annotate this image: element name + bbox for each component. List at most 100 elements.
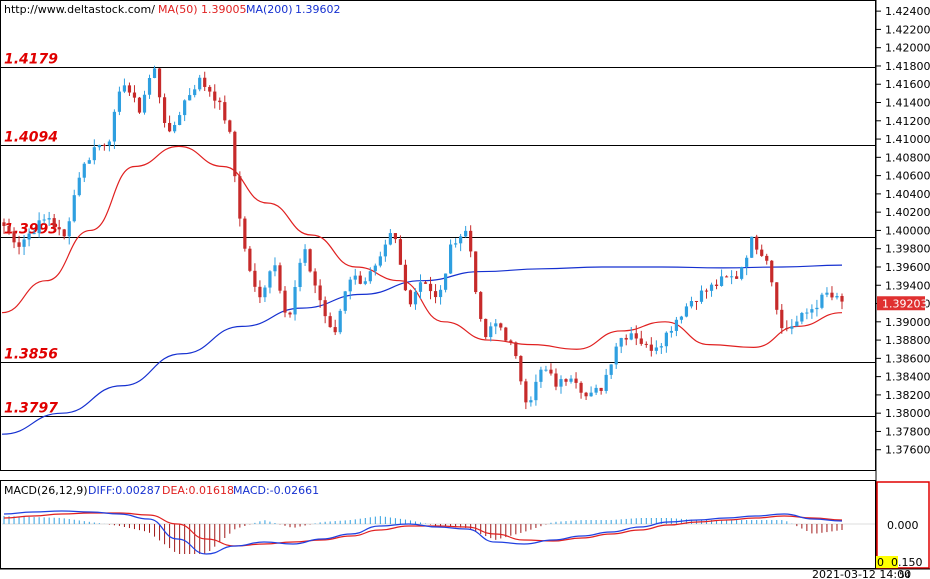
price-tick-label: 1.38000 bbox=[885, 407, 930, 420]
candle-body bbox=[373, 265, 377, 272]
candle-body bbox=[378, 256, 382, 266]
candle-body bbox=[87, 160, 91, 164]
level-label: 1.3993 bbox=[4, 222, 58, 238]
macd-upper-tick: 0.150 bbox=[891, 556, 923, 569]
candle-body bbox=[539, 369, 543, 382]
candle-body bbox=[97, 144, 101, 148]
candle-body bbox=[253, 270, 257, 287]
candle-body bbox=[699, 290, 704, 302]
ma50-label: MA(50) bbox=[158, 3, 198, 16]
candle-body bbox=[12, 231, 16, 243]
time-axis-bar bbox=[0, 569, 930, 579]
candle-body bbox=[218, 100, 222, 103]
ma200-label: MA(200) bbox=[246, 3, 293, 16]
candle-body bbox=[248, 248, 252, 271]
candle-body bbox=[67, 221, 71, 237]
candle-body bbox=[599, 387, 603, 391]
candle-body bbox=[765, 255, 769, 261]
candle-body bbox=[57, 227, 61, 230]
candle-body bbox=[820, 294, 824, 308]
candle-body bbox=[514, 342, 518, 357]
candle-body bbox=[629, 333, 633, 340]
price-tick-label: 1.41400 bbox=[885, 97, 930, 110]
candle-body bbox=[509, 340, 513, 343]
price-tick-label: 1.41200 bbox=[885, 115, 930, 128]
candle-body bbox=[52, 218, 56, 228]
candle-body bbox=[694, 300, 699, 302]
price-tick-label: 1.40200 bbox=[885, 206, 930, 219]
candle-body bbox=[800, 313, 804, 322]
candle-body bbox=[609, 364, 613, 375]
candle-body bbox=[348, 279, 352, 292]
ma200-line bbox=[1, 264, 843, 435]
candle-body bbox=[288, 312, 292, 315]
candle-body bbox=[2, 222, 6, 226]
candle-body bbox=[238, 176, 242, 219]
candle-body bbox=[544, 369, 548, 371]
candle-body bbox=[755, 236, 759, 250]
candle-body bbox=[82, 163, 86, 178]
candle-body bbox=[152, 68, 157, 78]
candle-body bbox=[112, 111, 116, 142]
macd-value-tag bbox=[876, 556, 898, 568]
candle-body bbox=[343, 291, 347, 311]
candle-body bbox=[770, 260, 774, 283]
candle-body bbox=[77, 177, 81, 196]
candle-body bbox=[604, 374, 608, 391]
candle-body bbox=[127, 85, 132, 93]
source-url: http://www.deltastock.com/ bbox=[4, 3, 155, 16]
candle-body bbox=[775, 282, 779, 310]
candle-body bbox=[333, 327, 337, 333]
candle-body bbox=[418, 282, 423, 292]
candle-body bbox=[479, 292, 483, 319]
ma50-line bbox=[1, 145, 843, 350]
candle-body bbox=[228, 120, 232, 132]
candle-body bbox=[619, 337, 623, 347]
price-tick-label: 1.39600 bbox=[885, 261, 930, 274]
candle-body bbox=[403, 264, 408, 291]
candle-body bbox=[684, 306, 689, 317]
candle-body bbox=[654, 347, 658, 351]
price-axis-ticks: 1.42400 1.42200 1.42000 1.41800 1.41600 1.414… bbox=[876, 5, 930, 457]
price-tick-label: 1.37600 bbox=[885, 444, 930, 457]
candle-body bbox=[549, 369, 553, 374]
price-tick-label: 1.39400 bbox=[885, 279, 930, 292]
candle-body bbox=[534, 381, 538, 401]
candle-body bbox=[704, 290, 709, 292]
candle-body bbox=[423, 282, 428, 284]
candle-body bbox=[388, 233, 392, 245]
candle-body bbox=[178, 115, 182, 125]
ma200-value: 1.39602 bbox=[295, 3, 341, 16]
candle-body bbox=[393, 233, 398, 240]
candle-body bbox=[689, 300, 694, 307]
macd-indicator bbox=[2, 510, 875, 555]
candle-body bbox=[840, 296, 844, 302]
candle-body bbox=[283, 290, 287, 313]
candle-body bbox=[142, 94, 147, 113]
candle-body bbox=[443, 273, 448, 290]
price-tick-label: 1.42400 bbox=[885, 5, 930, 18]
macd-axis-highlight bbox=[876, 481, 930, 569]
candlesticks bbox=[2, 65, 844, 410]
candle-body bbox=[37, 220, 41, 234]
candle-body bbox=[469, 230, 473, 252]
last-price-value: 1.39203 bbox=[882, 297, 928, 310]
candle-body bbox=[353, 275, 357, 280]
ma200-path bbox=[1, 264, 843, 435]
level-label: 1.3797 bbox=[4, 401, 58, 417]
candle-body bbox=[408, 290, 413, 305]
price-tick-label: 1.42000 bbox=[885, 42, 930, 55]
candle-body bbox=[383, 244, 387, 257]
candle-body bbox=[243, 218, 247, 249]
price-tick-label: 1.38800 bbox=[885, 334, 930, 347]
candle-body bbox=[318, 285, 322, 301]
candle-body bbox=[785, 328, 789, 330]
candle-body bbox=[639, 338, 643, 344]
ma50-path bbox=[1, 145, 843, 350]
candle-body bbox=[524, 381, 528, 403]
candle-body bbox=[735, 276, 739, 279]
candle-body bbox=[815, 307, 819, 310]
candle-body bbox=[795, 321, 799, 327]
macd-diff-line bbox=[3, 510, 843, 555]
